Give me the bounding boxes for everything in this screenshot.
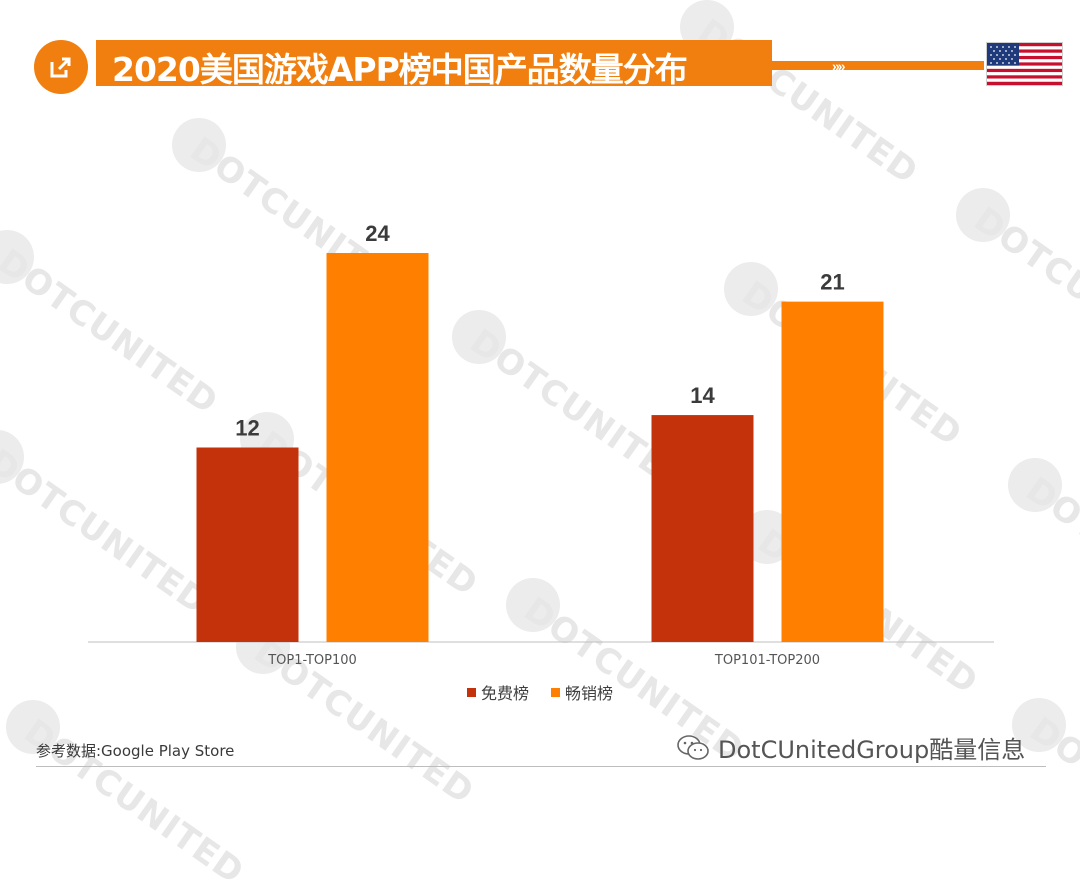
legend-label: 畅销榜: [565, 684, 614, 703]
title-bar: 2020美国游戏APP榜中国产品数量分布: [96, 40, 772, 89]
bar: [196, 447, 299, 642]
wechat-icon: [677, 734, 709, 760]
page-title: 2020美国游戏APP榜中国产品数量分布: [112, 50, 688, 89]
data-label: 24: [365, 221, 390, 246]
legend-item: 畅销榜: [551, 680, 613, 704]
bar-chart: 12 24 TOP1-TOP100 14 21 TOP101-TOP200: [88, 221, 994, 668]
legend-label: 免费榜: [480, 684, 529, 703]
bar: [651, 415, 754, 642]
footer-divider: [36, 766, 1046, 767]
bar: [781, 301, 884, 642]
chart-legend: 免费榜 畅销榜: [0, 680, 1080, 704]
legend-swatch: [551, 687, 560, 697]
brand-mark: DotCUnitedGroup酷量信息: [676, 730, 1025, 765]
external-link-icon: [34, 40, 88, 94]
x-tick-label: TOP101-TOP200: [714, 653, 820, 668]
bar: [326, 253, 429, 642]
legend-swatch: [466, 687, 476, 697]
data-label: 14: [690, 383, 715, 408]
us-flag-icon: [986, 42, 1063, 86]
data-label: 21: [820, 270, 844, 295]
legend-item: 免费榜: [466, 680, 529, 704]
x-tick-label: TOP1-TOP100: [267, 653, 357, 668]
header-accent-line: [772, 61, 984, 70]
brand-name: DotCUnitedGroup酷量信息: [718, 736, 1026, 764]
chevron-right-icon: »»: [832, 58, 846, 74]
data-label: 12: [235, 416, 259, 441]
data-source-note: 参考数据:Google Play Store: [36, 742, 235, 760]
